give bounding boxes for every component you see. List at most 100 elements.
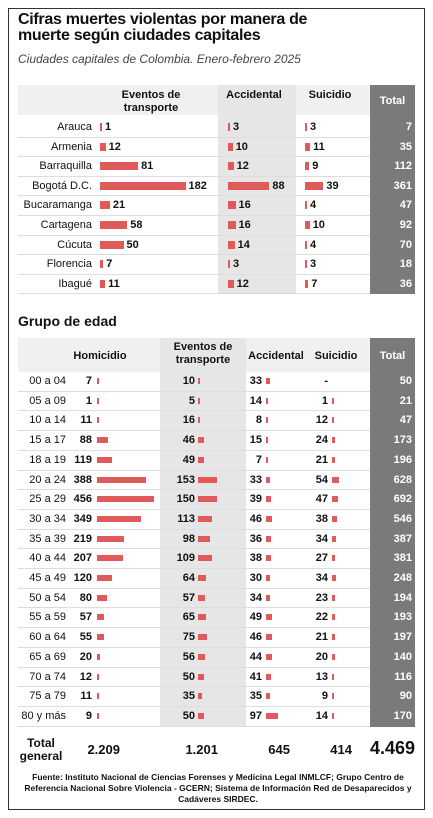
total-value: 193 <box>393 611 412 624</box>
value: 81 <box>141 160 154 173</box>
total-value: 628 <box>393 473 412 486</box>
row-line <box>18 705 370 707</box>
value: 150 <box>176 493 195 506</box>
value: 50 <box>182 670 195 683</box>
bar <box>97 594 107 601</box>
row-label: 05 a 09 <box>29 394 66 407</box>
value: 38 <box>249 552 262 565</box>
value: 50 <box>182 709 195 722</box>
bar <box>266 673 272 680</box>
bar <box>97 515 141 522</box>
value: 14 <box>237 238 250 251</box>
total-value: 47 <box>399 199 412 212</box>
bar <box>228 142 233 151</box>
row-label: 30 a 34 <box>29 512 66 525</box>
bar <box>100 279 106 288</box>
value: 349 <box>73 512 92 525</box>
total-value: 90 <box>399 690 412 703</box>
bar <box>228 221 236 229</box>
bar <box>97 614 105 621</box>
bar <box>305 181 324 190</box>
value: 11 <box>80 690 92 703</box>
value: 39 <box>249 493 262 506</box>
value: 5 <box>188 394 195 407</box>
bar <box>198 653 205 660</box>
value: 7 <box>255 453 262 466</box>
bar <box>228 240 235 249</box>
value: 47 <box>315 493 328 506</box>
bar <box>266 594 271 601</box>
column-header: Suicidio <box>314 350 358 362</box>
bar <box>332 456 335 463</box>
total-value: 170 <box>393 709 412 722</box>
total-value: 387 <box>393 532 412 545</box>
bar <box>332 693 334 700</box>
bar <box>332 712 334 719</box>
value: 41 <box>249 670 262 683</box>
row-label: Bucaramanga <box>23 199 93 212</box>
row-line <box>18 528 370 530</box>
bar <box>266 456 268 463</box>
value: 30 <box>249 572 262 584</box>
subtitle: Ciudades capitales de Colombia. Enero-fe… <box>18 52 301 66</box>
value: 24 <box>315 434 328 447</box>
total-value: 1.201 <box>185 741 218 757</box>
value: 88 <box>79 434 92 447</box>
bar <box>266 515 272 522</box>
bar <box>198 712 205 719</box>
bar <box>198 456 205 463</box>
bar <box>266 575 270 581</box>
value: 46 <box>182 434 195 447</box>
value: 36 <box>249 532 262 545</box>
column-header: Total <box>379 95 406 107</box>
bar <box>97 575 112 581</box>
row-line <box>18 410 370 412</box>
bar <box>332 515 337 522</box>
value: 9 <box>312 160 319 173</box>
bar <box>305 221 310 229</box>
total-value: 7 <box>405 121 412 133</box>
column-header: Homicidio <box>73 350 127 362</box>
bar <box>266 693 271 700</box>
total-value: 361 <box>393 179 412 192</box>
value: 88 <box>272 179 285 192</box>
bar <box>228 260 230 269</box>
row-label: 40 a 44 <box>29 552 66 565</box>
bar <box>266 634 272 641</box>
row-label: 18 a 19 <box>29 453 66 466</box>
bar <box>332 476 339 483</box>
row-line <box>18 390 370 392</box>
total-column <box>370 85 415 295</box>
bar <box>198 614 207 621</box>
value: 11 <box>313 140 325 153</box>
row-line <box>18 449 370 451</box>
total-value: 92 <box>399 219 412 231</box>
bar <box>332 555 336 562</box>
row-line <box>18 646 370 648</box>
bar <box>332 437 335 444</box>
bar <box>198 673 205 680</box>
value: 56 <box>182 650 195 663</box>
bar <box>332 575 337 581</box>
total-value: 692 <box>393 493 412 506</box>
total-value: 197 <box>393 631 412 644</box>
total-value: 196 <box>393 453 412 466</box>
column-shade <box>160 338 246 727</box>
row-line <box>18 725 370 727</box>
bar <box>305 142 311 151</box>
value: 34 <box>249 591 262 604</box>
value: 75 <box>182 631 195 644</box>
total-value: 194 <box>393 591 412 604</box>
bar <box>100 181 186 190</box>
bar <box>228 181 270 190</box>
bar <box>332 535 337 542</box>
bar <box>97 693 99 700</box>
value: 35 <box>182 690 195 703</box>
bar <box>266 437 268 444</box>
total-value: 414 <box>330 741 352 757</box>
value: 16 <box>238 199 251 212</box>
bar <box>266 614 273 621</box>
column-header: Suicidio <box>308 89 352 101</box>
value: 57 <box>79 611 92 624</box>
row-line <box>18 489 370 491</box>
